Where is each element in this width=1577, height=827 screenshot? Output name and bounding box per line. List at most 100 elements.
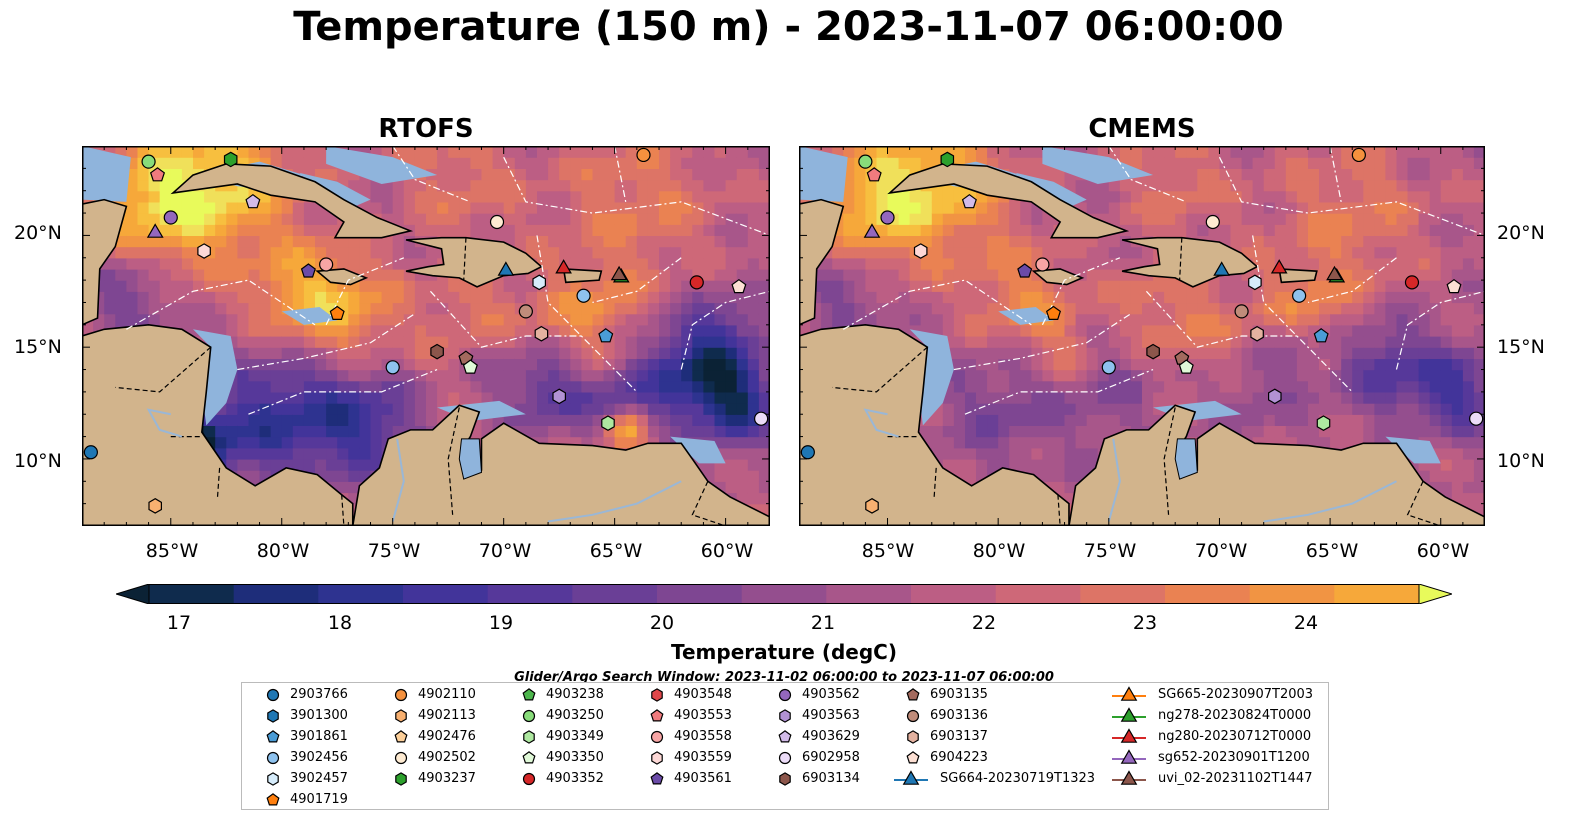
colorbar-bin	[1334, 584, 1420, 604]
cmems-borders	[832, 237, 1441, 526]
cmems-marker-4903558	[1035, 257, 1050, 272]
rtofs-lake	[458, 438, 483, 480]
panel-title-cmems: CMEMS	[1088, 114, 1196, 144]
legend-pentagon-icon	[650, 772, 664, 785]
rtofs-marker-6904223	[731, 278, 747, 294]
legend-marker	[650, 709, 664, 722]
legend-marker	[1112, 686, 1146, 701]
legend-label: 4903352	[546, 771, 604, 786]
legend-marker	[907, 730, 919, 744]
cmems-marker-4903349	[1316, 415, 1331, 431]
legend-label: 2903766	[290, 687, 348, 702]
legend-label: 4903350	[546, 750, 604, 765]
legend-circle-icon	[394, 751, 408, 765]
legend-label: SG664-20230719T1323	[940, 771, 1096, 786]
legend-marker	[266, 751, 280, 765]
lon-tick-right-70w: 70°W	[1194, 540, 1248, 562]
rtofs-marker-4903629	[245, 193, 261, 209]
legend-marker	[906, 751, 920, 764]
legend-marker	[778, 730, 792, 743]
rtofs-marker-4903250	[141, 154, 156, 169]
rtofs-marker-3902456	[385, 360, 400, 375]
legend-label: SG665-20230907T2003	[1158, 687, 1314, 702]
legend-circle-icon	[906, 709, 920, 723]
legend-label: 4903349	[546, 729, 604, 744]
cmems-marker-uvi_02-20231102T1447	[1326, 265, 1343, 281]
map-panel-rtofs	[82, 146, 770, 526]
cmems-marker-2903766	[800, 445, 815, 460]
rtofs-marker-4903562	[163, 210, 178, 225]
legend-marker	[522, 751, 536, 764]
rtofs-marker-3902457	[532, 274, 546, 291]
cmems-marker-4903561	[1017, 263, 1033, 278]
rtofs-marker-6903134	[430, 343, 444, 360]
rtofs-frame	[82, 146, 770, 526]
legend-marker	[394, 688, 408, 702]
legend-label: 4902110	[418, 687, 476, 702]
legend-hexagon-icon	[267, 772, 279, 786]
rtofs-ticks	[82, 146, 770, 526]
lat-tick-right-10n: 10°N	[1497, 450, 1545, 472]
legend-label: 3901300	[290, 708, 348, 723]
legend-hexagon-icon	[395, 709, 407, 723]
legend-label: 6903134	[802, 771, 860, 786]
colorbar-bin	[149, 584, 235, 604]
cmems-rivers	[863, 408, 1397, 523]
rtofs-marker-4902502	[489, 214, 505, 230]
legend-marker	[1112, 770, 1146, 785]
rtofs-marker-4903237	[223, 151, 238, 168]
rtofs-marker-4901719	[329, 305, 345, 320]
legend-marker	[522, 688, 536, 701]
legend-marker	[267, 772, 279, 786]
rtofs-marker-4903563	[552, 388, 566, 405]
rtofs-marker-4903558	[319, 257, 334, 272]
lat-tick-left-10n: 10°N	[14, 450, 62, 472]
colorbar-tick-23: 23	[1132, 612, 1158, 634]
legend-marker	[266, 688, 280, 702]
cmems-marker-6903136	[1234, 304, 1249, 319]
legend-hexagon-icon	[779, 772, 791, 786]
legend-label: 4902502	[418, 750, 476, 765]
legend-marker	[523, 730, 535, 744]
legend-circle-icon	[394, 688, 408, 702]
legend-pentagon-icon	[778, 730, 792, 743]
legend-label: 4903237	[418, 771, 476, 786]
colorbar-bin	[741, 584, 827, 604]
legend-marker	[1112, 707, 1146, 722]
legend-marker	[779, 709, 791, 723]
legend-triangle-icon	[1120, 770, 1138, 785]
legend-pentagon-icon	[906, 688, 920, 701]
colorbar-extend-low	[116, 584, 150, 604]
legend-pentagon-icon	[266, 730, 280, 743]
rtofs-marker-sg652-20230901T1200	[146, 223, 164, 238]
cmems-marker-4903352	[1404, 275, 1420, 290]
lat-tick-right-20n: 20°N	[1497, 222, 1545, 244]
lon-tick-right-65w: 65°W	[1305, 540, 1359, 562]
legend-marker	[522, 709, 536, 723]
colorbar-bin	[1080, 584, 1166, 604]
rtofs-marker-2903766	[83, 445, 98, 460]
rtofs-marker-4903553	[149, 167, 166, 182]
legend-circle-icon	[266, 751, 280, 765]
legend-label: 4901719	[290, 792, 348, 807]
legend-marker	[651, 688, 663, 702]
legend-marker	[395, 709, 407, 723]
legend-triangle-icon	[1120, 749, 1138, 764]
legend-label: ng280-20230712T0000	[1158, 729, 1312, 744]
cmems-marker-4902502	[1205, 214, 1220, 230]
legend-triangle-icon	[902, 770, 920, 785]
cmems-frame	[799, 146, 1485, 526]
lon-tick-left-65w: 65°W	[589, 540, 643, 562]
rtofs-marker-4903352	[689, 275, 704, 290]
legend-triangle-icon	[1120, 707, 1138, 722]
colorbar-bin	[318, 584, 404, 604]
legend-label: 6904223	[930, 750, 988, 765]
legend-label: 3902457	[290, 771, 348, 786]
legend-marker	[894, 770, 928, 785]
rtofs-land	[82, 163, 770, 526]
colorbar-bin	[826, 584, 912, 604]
legend-hexagon-icon	[907, 730, 919, 744]
legend-label: 4903559	[674, 750, 732, 765]
legend-circle-icon	[266, 688, 280, 702]
legend-label: 6903135	[930, 687, 988, 702]
